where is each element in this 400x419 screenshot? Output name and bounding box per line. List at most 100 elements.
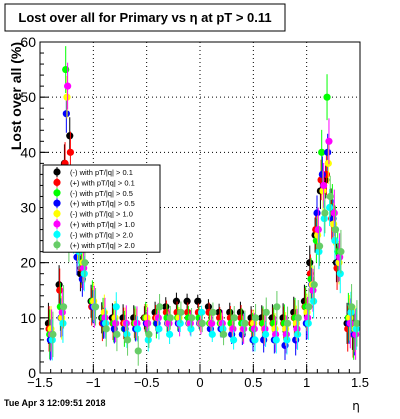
data-point	[62, 65, 70, 74]
data-point	[176, 319, 184, 327]
axes: −1.5 −1 −0.5 0 0.5 1 1.5 0 10 20 30 40 50 60	[20, 34, 369, 390]
data-point	[306, 259, 314, 267]
data-point	[208, 319, 216, 327]
legend-marker	[53, 220, 61, 228]
data-point	[310, 281, 318, 289]
data-point	[208, 330, 216, 338]
data-point	[314, 225, 322, 234]
data-point	[320, 181, 328, 190]
data-point	[123, 330, 131, 338]
data-point	[347, 308, 355, 316]
x-axis-label: η	[352, 399, 360, 413]
data-point	[172, 297, 181, 305]
legend-box	[42, 164, 161, 253]
data-point	[226, 308, 234, 316]
legend-marker	[53, 230, 61, 238]
data-point	[219, 325, 227, 333]
footer-timestamp: Tue Apr 3 12:09:51 2018	[4, 398, 106, 408]
data-point	[250, 325, 258, 333]
data-point	[321, 209, 329, 217]
data-point	[251, 314, 260, 322]
data-point	[318, 170, 326, 178]
data-point	[236, 308, 245, 316]
data-point	[166, 330, 174, 338]
data-point	[329, 214, 337, 223]
data-point	[66, 132, 74, 140]
data-point	[80, 264, 88, 272]
legend-marker	[53, 199, 61, 207]
y-tick-label: 10	[20, 310, 36, 326]
data-point	[144, 319, 152, 327]
legend-label: (+) with pT/|q| > 2.0	[70, 241, 135, 250]
data-point	[323, 93, 331, 101]
data-point	[293, 325, 301, 333]
data-point	[273, 303, 281, 311]
data-point	[230, 314, 238, 322]
data-point	[187, 325, 195, 333]
y-tick-label: 20	[20, 255, 36, 271]
data-point	[155, 325, 163, 333]
data-point	[304, 314, 312, 322]
x-tick-label: 0.5	[244, 375, 262, 390]
data-point	[133, 319, 141, 327]
data-point	[59, 319, 67, 327]
data-point	[55, 281, 63, 289]
legend: (-) with pT/|q| > 0.1(+) with pT/|q| > 0…	[42, 164, 161, 253]
data-point	[110, 325, 118, 333]
data-point	[319, 187, 327, 195]
data-point	[177, 308, 185, 316]
legend-marker	[53, 210, 61, 218]
data-point	[154, 314, 162, 322]
data-point	[352, 330, 360, 338]
data-point	[145, 330, 153, 338]
data-point	[143, 314, 151, 322]
data-point	[346, 319, 354, 327]
data-point	[262, 330, 270, 338]
legend-marker	[53, 241, 61, 249]
data-point	[251, 336, 259, 344]
x-tick-label: 1	[303, 375, 310, 390]
data-point	[215, 308, 223, 316]
data-point	[56, 286, 64, 294]
data-point	[229, 325, 237, 333]
data-point	[66, 148, 74, 156]
data-point	[49, 330, 57, 338]
y-tick-label: 40	[20, 144, 36, 160]
y-tick-label: 60	[20, 34, 36, 50]
data-point	[271, 325, 279, 333]
data-point	[324, 148, 332, 156]
data-point	[320, 214, 328, 223]
data-point	[294, 330, 302, 338]
data-point	[102, 325, 110, 333]
y-tick-label: 30	[20, 200, 36, 216]
data-point	[63, 93, 71, 101]
data-point	[336, 270, 344, 278]
data-point	[240, 325, 248, 333]
data-point	[102, 319, 110, 327]
data-point	[162, 303, 170, 311]
data-point	[282, 330, 290, 338]
x-tick-label: −1	[86, 375, 101, 390]
data-point	[325, 137, 333, 145]
legend-marker	[53, 178, 61, 186]
data-point	[230, 336, 238, 344]
data-point	[337, 248, 345, 256]
data-point	[64, 82, 72, 90]
data-point	[123, 336, 132, 344]
x-tick-label: 1.5	[351, 375, 369, 390]
data-point	[331, 225, 340, 234]
y-axis-label: Lost over all (%)	[8, 42, 24, 150]
data-point	[209, 308, 217, 316]
data-point	[219, 330, 228, 338]
data-point	[352, 325, 360, 333]
data-point	[122, 319, 130, 327]
y-tick-label: 0	[28, 365, 36, 381]
data-point	[330, 209, 338, 217]
data-point	[112, 319, 120, 327]
data-point	[300, 297, 309, 305]
data-point	[183, 297, 191, 305]
data-point	[331, 237, 339, 245]
legend-marker	[53, 189, 61, 197]
